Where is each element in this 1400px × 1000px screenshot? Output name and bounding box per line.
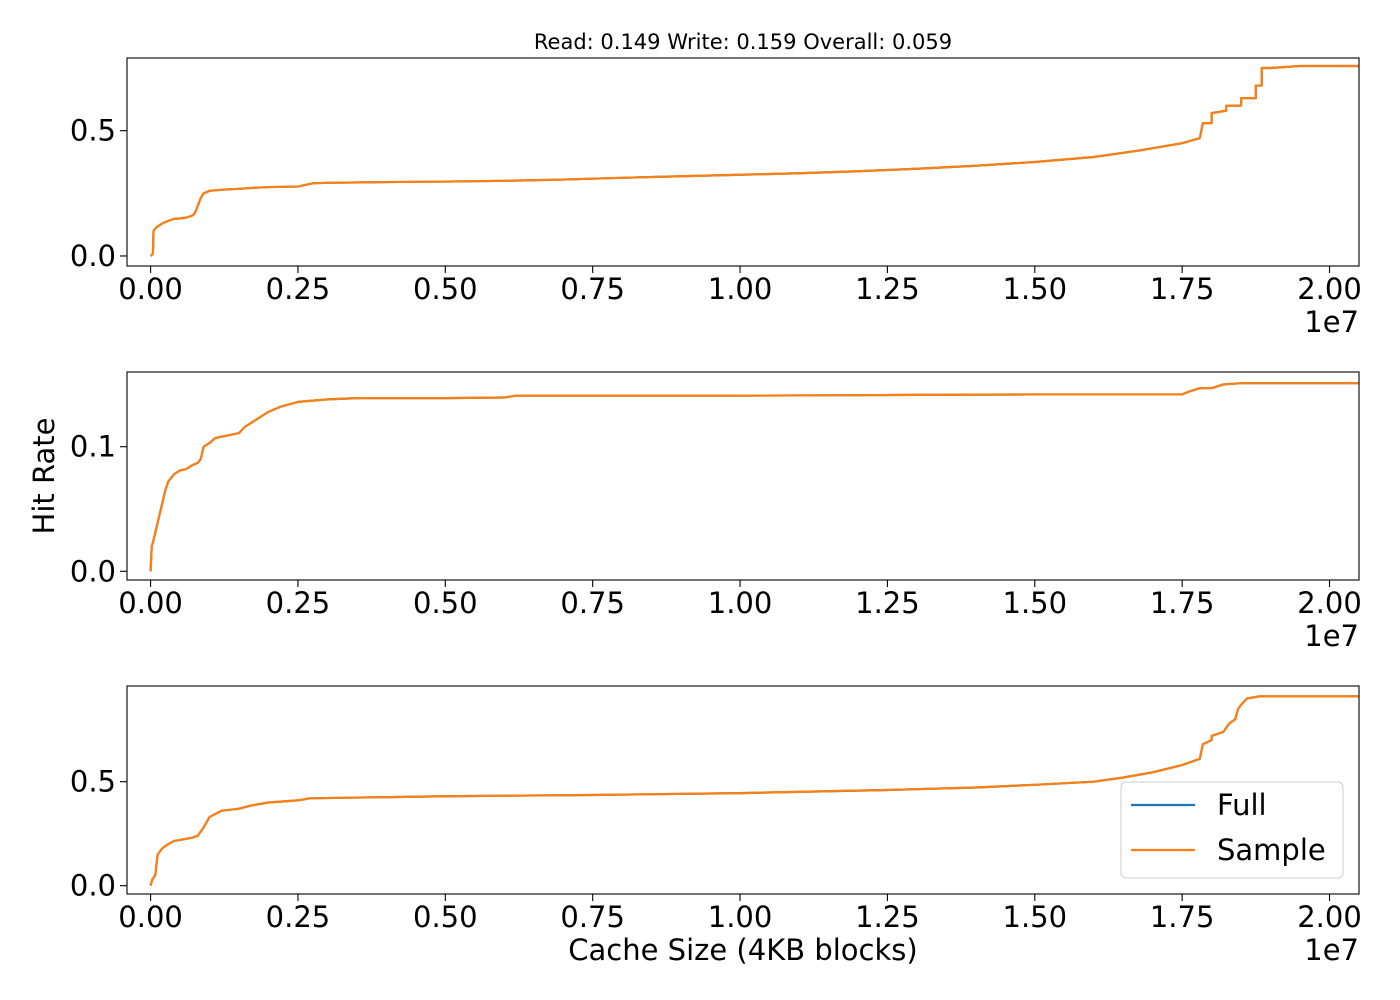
y-tick-label: 0.0 — [70, 869, 116, 903]
y-tick-label: 0.5 — [70, 114, 116, 148]
x-tick-label: 0.25 — [266, 272, 331, 306]
axes-frame — [126, 685, 1360, 895]
x-tick-label: 0.75 — [560, 272, 625, 306]
x-tick-label: 1.00 — [708, 272, 773, 306]
y-tick-label: 0.0 — [70, 554, 116, 588]
x-offset-text: 1e7 — [1304, 619, 1359, 653]
series-line-full — [149, 382, 1359, 572]
x-tick-label: 1.25 — [855, 900, 920, 934]
x-tick-label: 0.00 — [118, 272, 183, 306]
x-tick-label: 0.50 — [413, 586, 478, 620]
x-tick-label: 2.00 — [1297, 900, 1362, 934]
x-axis-label: Cache Size (4KB blocks) — [568, 933, 917, 967]
x-offset-text: 1e7 — [1304, 305, 1359, 339]
x-tick-label: 2.00 — [1297, 586, 1362, 620]
panel-read: 0.00 0.25 0.50 0.75 1.00 1.25 1.50 1.75 2.00 0.0 0… — [70, 57, 1362, 339]
x-offset-text: 1e7 — [1304, 933, 1359, 967]
series-line-sample — [149, 64, 1359, 257]
x-tick-label: 0.25 — [266, 900, 331, 934]
x-tick-label: 0.75 — [560, 586, 625, 620]
x-tick-label: 0.75 — [560, 900, 625, 934]
x-tick-label: 1.00 — [708, 586, 773, 620]
x-tick-label: 0.00 — [118, 586, 183, 620]
x-tick-label: 1.75 — [1150, 900, 1215, 934]
series-line-sample — [149, 382, 1359, 572]
panel-write: 0.00 0.25 0.50 0.75 1.00 1.25 1.50 1.75 2.00 0.0 0… — [70, 371, 1362, 653]
x-tick-label: 1.00 — [708, 900, 773, 934]
x-tick-label: 1.75 — [1150, 586, 1215, 620]
x-tick-label: 0.50 — [413, 900, 478, 934]
legend: Full Sample — [1120, 781, 1344, 879]
x-tick-label: 0.50 — [413, 272, 478, 306]
panel-overall: 0.00 0.25 0.50 0.75 1.00 1.25 1.50 1.75 2.00 0.0 0… — [70, 685, 1362, 967]
x-tick-label: 1.25 — [855, 586, 920, 620]
x-tick-label: 1.75 — [1150, 272, 1215, 306]
axes-frame — [126, 371, 1360, 581]
axes-frame — [126, 57, 1360, 267]
x-tick-label: 1.25 — [855, 272, 920, 306]
series-line-full — [149, 64, 1359, 257]
legend-label-sample: Sample — [1217, 833, 1326, 867]
x-tick-label: 0.00 — [118, 900, 183, 934]
y-tick-label: 0.0 — [70, 239, 116, 273]
y-axis-label: Hit Rate — [27, 418, 61, 535]
x-tick-label: 1.50 — [1003, 272, 1068, 306]
legend-label-full: Full — [1217, 788, 1267, 822]
x-tick-label: 0.25 — [266, 586, 331, 620]
figure-title: Read: 0.149 Write: 0.159 Overall: 0.059 — [534, 30, 952, 54]
x-tick-label: 1.50 — [1003, 586, 1068, 620]
y-tick-label: 0.5 — [70, 765, 116, 799]
x-tick-label: 2.00 — [1297, 272, 1362, 306]
x-tick-label: 1.50 — [1003, 900, 1068, 934]
y-tick-label: 0.1 — [70, 430, 116, 464]
series-line-sample — [149, 695, 1359, 886]
